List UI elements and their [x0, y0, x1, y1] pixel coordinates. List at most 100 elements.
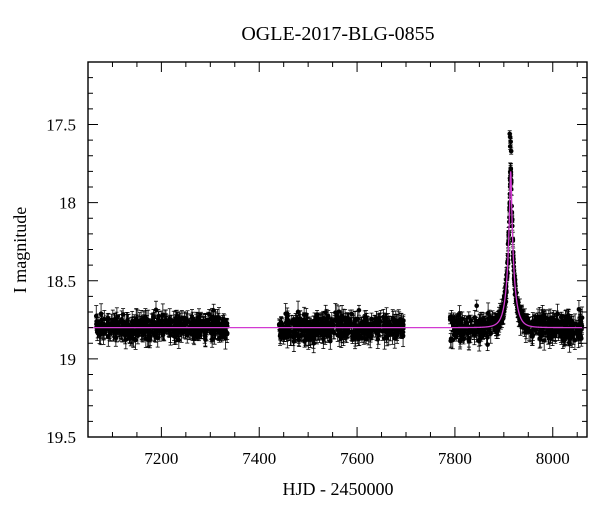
data-marker [297, 316, 303, 321]
data-point [111, 324, 117, 338]
data-marker [151, 314, 156, 320]
data-marker [192, 321, 197, 327]
data-marker [474, 303, 479, 308]
data-point [312, 326, 318, 345]
data-point [144, 309, 150, 329]
data-marker [127, 336, 132, 341]
data-point [224, 325, 230, 344]
data-point [212, 323, 217, 345]
data-marker [187, 324, 193, 330]
data-marker [203, 337, 208, 342]
data-marker [305, 319, 311, 325]
data-marker [98, 311, 104, 316]
data-marker [400, 333, 406, 339]
data-marker [144, 316, 150, 322]
data-point [314, 310, 320, 320]
data-marker [114, 315, 120, 321]
data-marker [157, 321, 163, 327]
data-point [284, 307, 290, 331]
data-marker [333, 317, 339, 323]
data-marker [363, 336, 369, 342]
data-marker [152, 322, 157, 327]
data-marker [206, 312, 212, 317]
data-point [123, 330, 129, 350]
data-point [155, 328, 161, 348]
data-point [320, 310, 326, 326]
data-marker [119, 317, 125, 322]
data-marker [381, 323, 387, 328]
data-marker [291, 330, 296, 335]
data-marker [318, 330, 323, 335]
data-marker [155, 335, 161, 341]
data-point [377, 312, 382, 332]
data-point [144, 323, 150, 336]
data-point [186, 321, 192, 341]
data-marker [286, 329, 292, 335]
data-point [157, 319, 163, 329]
data-marker [98, 330, 104, 335]
data-point [153, 300, 159, 319]
data-marker [123, 337, 129, 342]
data-point [126, 313, 131, 336]
data-point [381, 321, 387, 331]
data-marker [331, 329, 336, 335]
data-marker [351, 321, 356, 326]
data-marker [196, 330, 202, 335]
data-point [168, 322, 173, 336]
data-point [301, 306, 307, 323]
data-marker [126, 322, 131, 328]
data-marker [284, 316, 290, 322]
data-marker [184, 316, 189, 322]
data-marker [394, 329, 400, 334]
data-marker [144, 327, 150, 332]
data-marker [217, 335, 222, 341]
data-marker [107, 329, 112, 335]
data-point [107, 323, 112, 341]
chart-title: OGLE-2017-BLG-0855 [241, 23, 434, 45]
data-point [384, 328, 390, 347]
data-marker [335, 332, 341, 338]
data-point [99, 316, 104, 333]
data-marker [352, 336, 358, 341]
data-marker [377, 320, 382, 325]
data-marker [131, 320, 137, 326]
data-marker [212, 331, 217, 337]
data-point [160, 303, 166, 327]
data-marker [368, 329, 373, 335]
data-marker [140, 320, 145, 325]
data-point [279, 318, 285, 333]
data-marker [320, 315, 326, 321]
data-marker [366, 333, 372, 338]
data-marker [135, 318, 141, 324]
data-marker [211, 308, 216, 313]
data-marker [162, 318, 168, 323]
data-point [474, 299, 479, 312]
data-marker [209, 314, 215, 320]
plot-area [88, 130, 587, 354]
data-marker [186, 328, 192, 334]
data-point [335, 328, 341, 342]
data-marker [203, 320, 208, 325]
data-marker [115, 320, 121, 325]
data-marker [380, 328, 386, 333]
data-marker [93, 313, 99, 319]
data-marker [279, 323, 285, 328]
data-marker [314, 312, 320, 317]
data-marker [392, 319, 398, 325]
data-marker [283, 320, 289, 326]
data-marker [385, 320, 391, 325]
data-point [217, 333, 222, 343]
data-marker [99, 322, 104, 327]
data-marker [327, 331, 332, 336]
data-marker [384, 335, 390, 340]
data-point [151, 309, 156, 325]
data-point [297, 310, 303, 327]
data-marker [301, 312, 307, 318]
data-point [196, 327, 202, 338]
data-marker [392, 336, 398, 341]
data-marker [295, 333, 300, 338]
data-marker [153, 307, 159, 313]
data-point [392, 316, 398, 328]
data-marker [111, 328, 117, 334]
data-marker [224, 331, 230, 337]
